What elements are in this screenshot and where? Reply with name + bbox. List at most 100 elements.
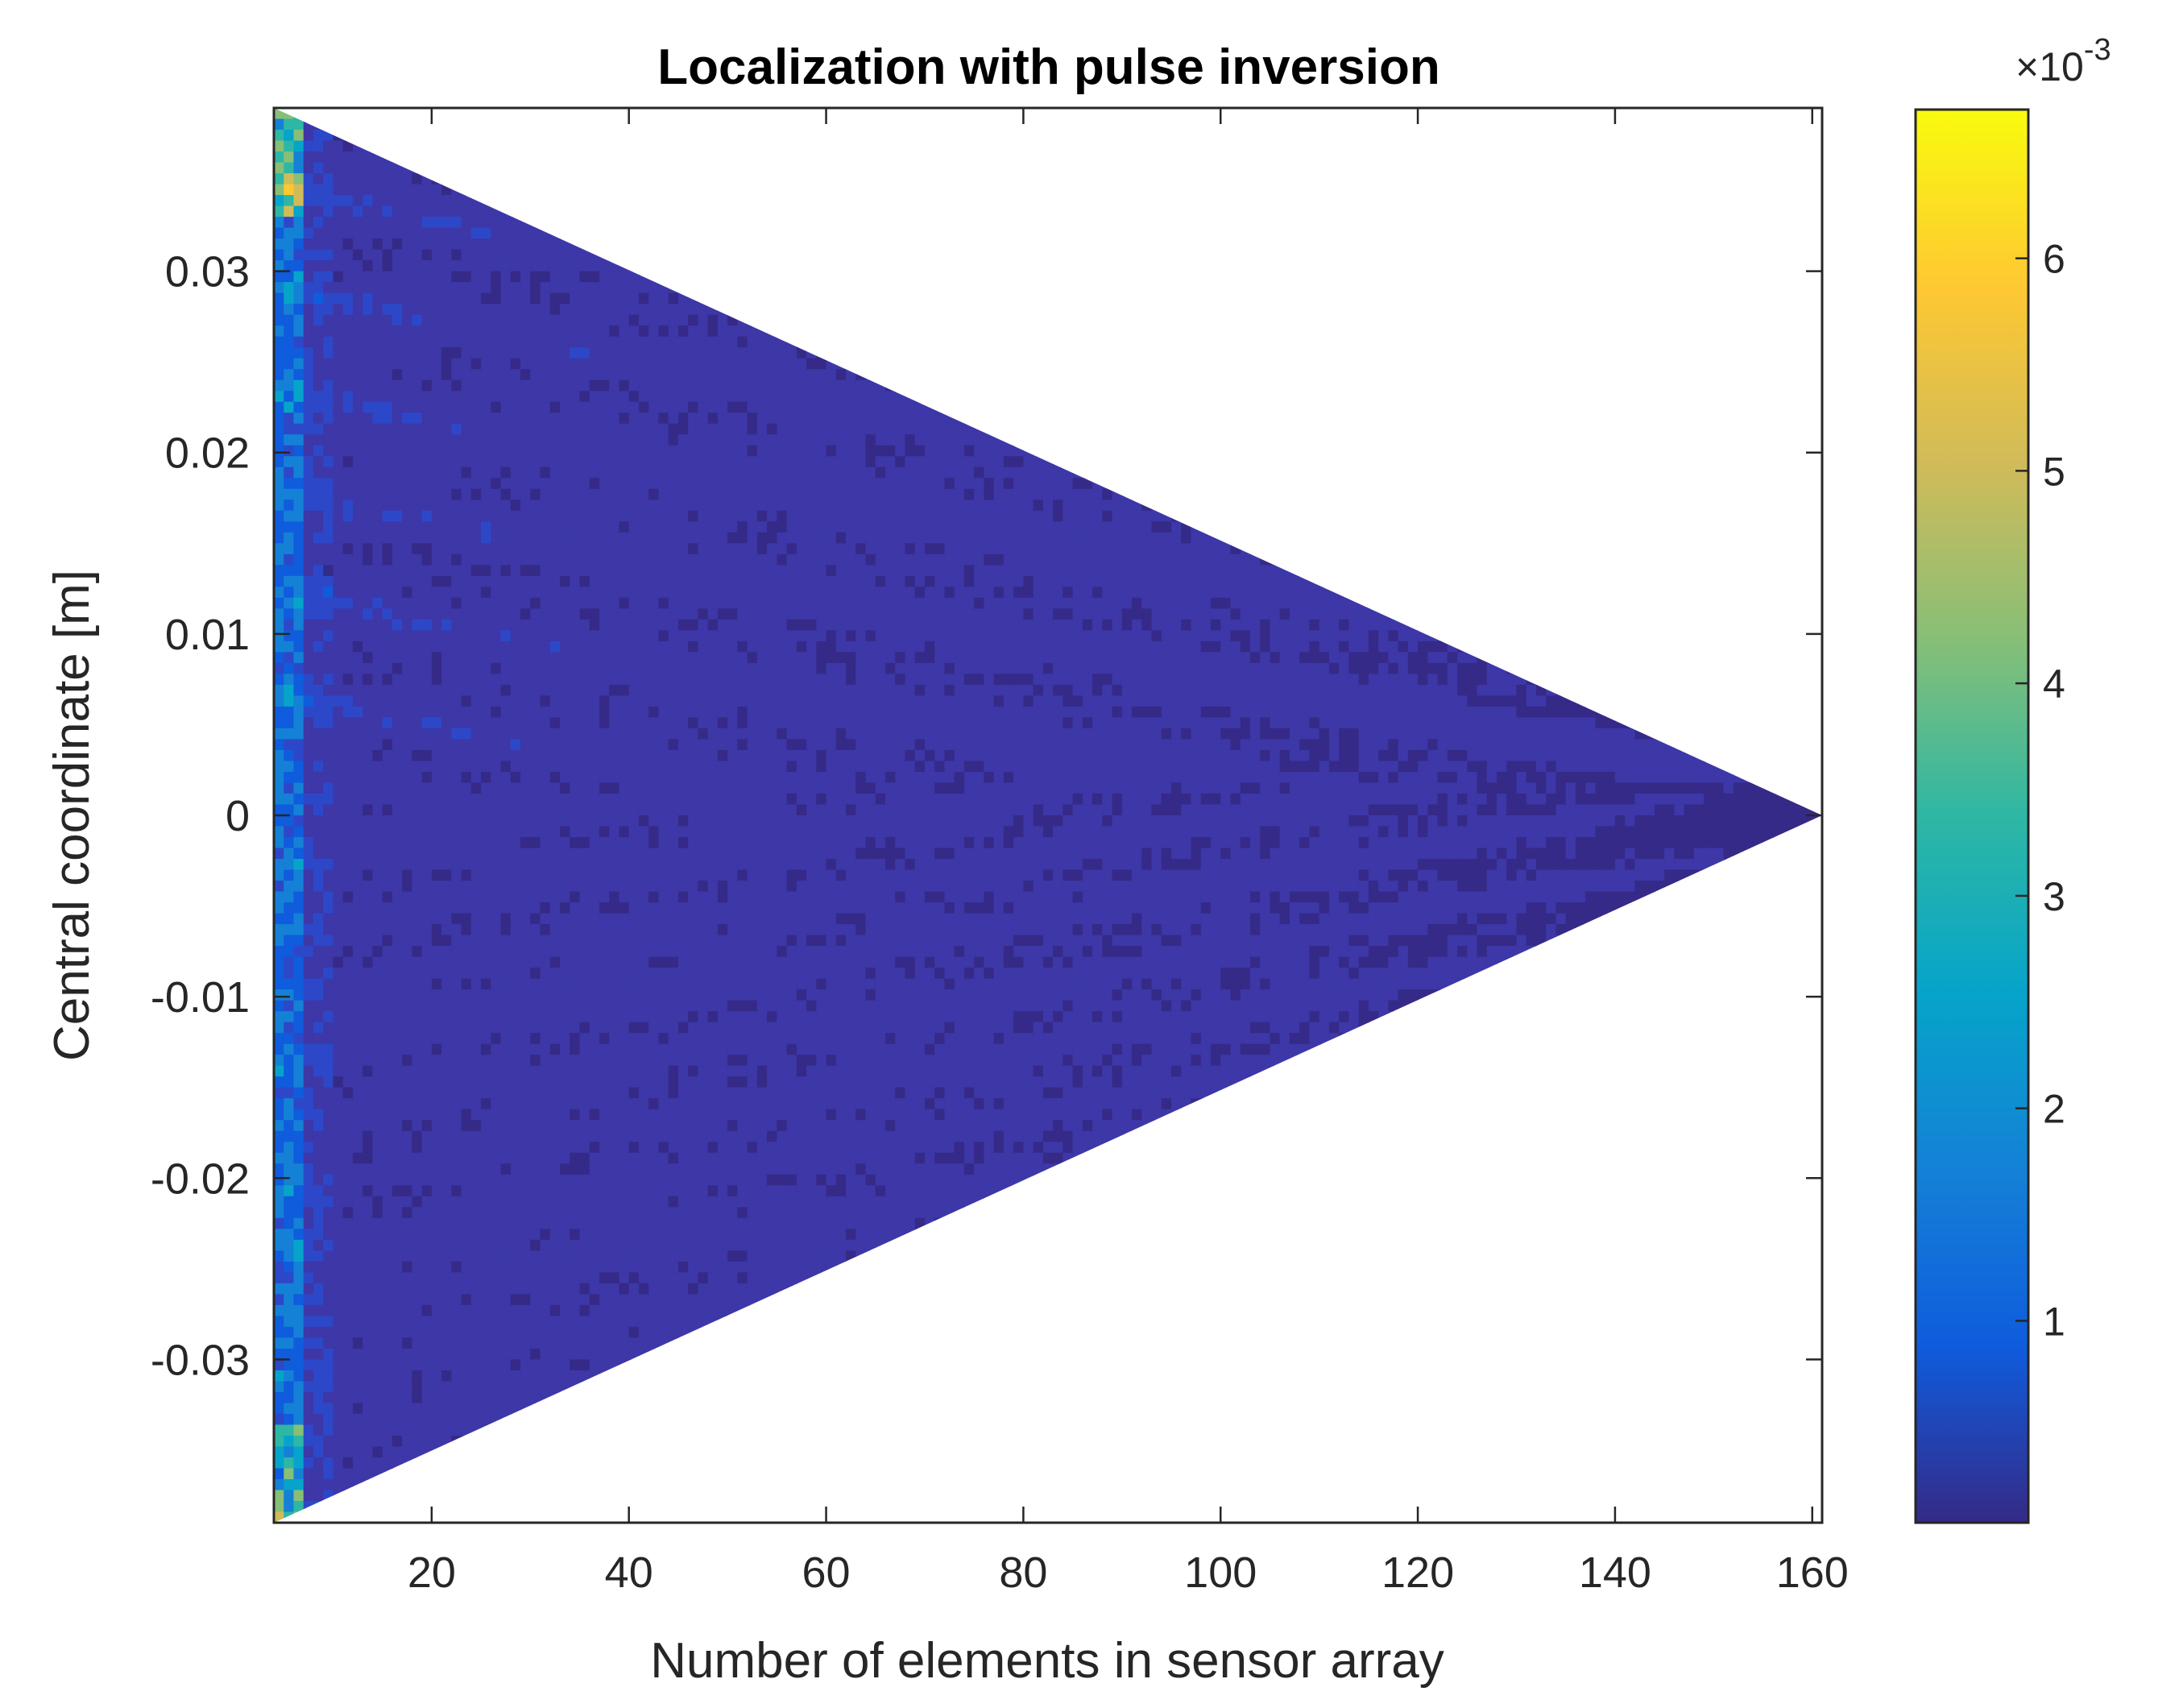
heatmap-cell <box>481 935 492 947</box>
heatmap-cell <box>510 793 521 806</box>
heatmap-cell <box>391 565 403 577</box>
heatmap-cell <box>530 662 541 675</box>
heatmap-cell <box>323 118 334 131</box>
heatmap-cell <box>500 1109 512 1121</box>
heatmap-cell <box>570 1239 581 1252</box>
heatmap-cell <box>510 510 521 523</box>
heatmap-cell <box>510 1120 521 1132</box>
heatmap-cell <box>530 640 541 653</box>
heatmap-cell <box>481 217 492 229</box>
heatmap-cell <box>303 1500 314 1513</box>
heatmap-cell <box>668 445 679 458</box>
heatmap-cell <box>451 1283 462 1296</box>
heatmap-cell <box>412 924 423 936</box>
heatmap-cell <box>520 412 532 425</box>
heatmap-cell <box>284 935 295 947</box>
heatmap-cell <box>431 173 442 185</box>
heatmap-cell <box>530 1065 541 1077</box>
heatmap-cell <box>638 891 649 903</box>
heatmap-cell <box>461 347 472 359</box>
heatmap-cell <box>688 1011 699 1023</box>
heatmap-cell <box>510 913 521 925</box>
heatmap-cell <box>520 423 532 436</box>
heatmap-cell <box>520 1174 532 1187</box>
heatmap-cell <box>579 793 590 806</box>
heatmap-cell <box>372 1468 383 1480</box>
heatmap-cell <box>402 238 413 251</box>
heatmap-cell <box>470 956 482 968</box>
heatmap-cell <box>579 630 590 642</box>
heatmap-cell <box>412 401 423 414</box>
heatmap-cell <box>323 1370 334 1383</box>
heatmap-cell <box>323 978 334 990</box>
heatmap-cell <box>274 935 285 947</box>
heatmap-cell <box>421 1076 433 1088</box>
heatmap-cell <box>500 717 512 729</box>
heatmap-cell <box>609 1283 620 1296</box>
heatmap-cell <box>342 1391 354 1404</box>
heatmap-cell <box>441 946 453 958</box>
heatmap-cell <box>628 662 640 675</box>
heatmap-cell <box>431 162 442 174</box>
heatmap-cell <box>402 771 413 784</box>
heatmap-cell <box>412 1065 423 1077</box>
heatmap-cell <box>500 434 512 446</box>
heatmap-cell <box>599 521 611 533</box>
heatmap-cell <box>412 587 423 599</box>
heatmap-cell <box>274 478 285 490</box>
heatmap-cell <box>342 1022 354 1034</box>
heatmap-cell <box>391 488 403 501</box>
heatmap-cell <box>391 379 403 392</box>
heatmap-cell <box>570 956 581 968</box>
heatmap-cell <box>431 271 442 283</box>
heatmap-cell <box>412 325 423 338</box>
heatmap-cell <box>303 1229 314 1241</box>
heatmap-cell <box>441 325 453 338</box>
heatmap-cell <box>530 553 541 566</box>
heatmap-cell <box>274 826 285 838</box>
heatmap-cell <box>668 728 679 740</box>
heatmap-cell <box>451 423 462 436</box>
heatmap-cell <box>520 1130 532 1143</box>
heatmap-cell <box>668 1043 679 1055</box>
heatmap-cell <box>570 314 581 326</box>
heatmap-cell <box>530 1381 541 1393</box>
heatmap-cell <box>540 1142 551 1154</box>
heatmap-cell <box>352 369 363 381</box>
heatmap-cell <box>481 913 492 925</box>
heatmap-cell <box>658 1033 669 1045</box>
heatmap-cell <box>677 445 689 458</box>
heatmap-cell <box>372 761 383 773</box>
heatmap-cell <box>549 1359 561 1371</box>
heatmap-cell <box>402 1033 413 1045</box>
heatmap-cell <box>274 1174 285 1187</box>
heatmap-cell <box>313 1294 325 1306</box>
heatmap-cell <box>609 358 620 370</box>
heatmap-cell <box>500 369 512 381</box>
heatmap-cell <box>333 1381 344 1393</box>
heatmap-cell <box>609 608 620 620</box>
heatmap-cell <box>470 1348 482 1361</box>
heatmap-cell <box>510 1196 521 1208</box>
heatmap-cell <box>628 488 640 501</box>
heatmap-cell <box>648 728 660 740</box>
heatmap-cell <box>303 423 314 436</box>
heatmap-cell <box>481 674 492 686</box>
heatmap-cell <box>323 466 334 479</box>
heatmap-cell <box>530 1120 541 1132</box>
heatmap-cell <box>491 859 502 871</box>
heatmap-cell <box>688 1337 699 1349</box>
heatmap-cell <box>441 652 453 664</box>
heatmap-cell <box>520 1391 532 1404</box>
heatmap-cell <box>589 510 600 523</box>
heatmap-cell <box>382 848 393 860</box>
heatmap-cell <box>570 761 581 773</box>
heatmap-cell <box>589 1033 600 1045</box>
heatmap-cell <box>402 793 413 806</box>
heatmap-cell <box>461 227 472 239</box>
heatmap-cell <box>579 1142 590 1154</box>
heatmap-cell <box>402 826 413 838</box>
heatmap-cell <box>342 1370 354 1383</box>
heatmap-cell <box>470 205 482 218</box>
heatmap-cell <box>412 1043 423 1055</box>
